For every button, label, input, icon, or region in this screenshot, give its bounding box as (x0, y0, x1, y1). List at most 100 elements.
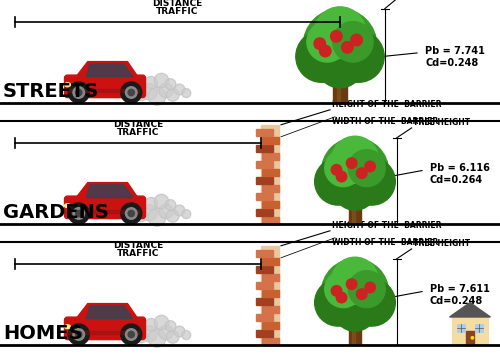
Bar (256, 176, 264, 184)
Bar (68, 331, 139, 334)
Circle shape (348, 279, 396, 326)
Polygon shape (75, 303, 139, 320)
Text: HEIGHT OF THE  BARRIER: HEIGHT OF THE BARRIER (332, 221, 442, 230)
Circle shape (73, 208, 85, 219)
Circle shape (365, 282, 376, 293)
Text: STREETS: STREETS (3, 82, 99, 101)
Text: DISTANCE
TRAFFIC: DISTANCE TRAFFIC (113, 120, 163, 137)
Bar (256, 192, 264, 200)
Circle shape (316, 40, 364, 88)
Bar (265, 192, 273, 200)
Circle shape (154, 194, 168, 209)
Circle shape (182, 89, 191, 98)
Circle shape (165, 200, 176, 211)
Bar (336, 69, 340, 103)
Text: WIDTH OF THE  BARRIER: WIDTH OF THE BARRIER (332, 238, 438, 247)
Circle shape (332, 286, 342, 296)
Bar (270, 200, 278, 208)
Circle shape (346, 279, 357, 289)
Bar (256, 330, 264, 337)
Circle shape (148, 87, 166, 105)
Bar (261, 246, 279, 345)
Circle shape (314, 38, 326, 49)
Circle shape (142, 326, 158, 342)
Circle shape (348, 158, 396, 205)
Circle shape (128, 89, 134, 95)
Circle shape (307, 21, 348, 62)
Circle shape (332, 31, 384, 82)
Polygon shape (86, 64, 133, 77)
Bar (262, 273, 270, 281)
Circle shape (332, 257, 378, 304)
Circle shape (68, 203, 89, 224)
Text: Pb = 7.611
Cd=0.248: Pb = 7.611 Cd=0.248 (430, 284, 490, 306)
Circle shape (166, 89, 179, 101)
Circle shape (325, 271, 362, 307)
Bar (265, 129, 273, 135)
Bar (270, 168, 278, 175)
Circle shape (356, 168, 367, 179)
Circle shape (325, 150, 362, 187)
Bar (256, 298, 264, 305)
Bar (270, 306, 278, 313)
FancyBboxPatch shape (64, 317, 146, 340)
Circle shape (159, 204, 173, 219)
Circle shape (314, 279, 362, 326)
Bar (262, 257, 270, 265)
Circle shape (322, 138, 388, 205)
Circle shape (296, 31, 348, 82)
Circle shape (145, 318, 158, 331)
Text: Pb = 6.116
Cd=0.264: Pb = 6.116 Cd=0.264 (430, 163, 490, 185)
Bar (270, 152, 278, 159)
Bar (256, 265, 264, 273)
Circle shape (348, 271, 385, 307)
Bar (270, 338, 278, 344)
Circle shape (356, 289, 367, 299)
Bar (270, 136, 278, 143)
Bar (265, 160, 273, 167)
Circle shape (68, 82, 89, 103)
Bar (262, 322, 270, 329)
Circle shape (365, 161, 376, 172)
Polygon shape (450, 303, 490, 317)
Circle shape (332, 21, 373, 62)
Text: HOMES: HOMES (3, 324, 82, 343)
Circle shape (159, 83, 173, 98)
Circle shape (121, 82, 142, 103)
Bar (333, 69, 347, 103)
Ellipse shape (64, 83, 70, 86)
Text: Pb = 7.741
Cd=0.248: Pb = 7.741 Cd=0.248 (425, 46, 485, 68)
Bar (261, 125, 279, 224)
Bar (265, 144, 273, 151)
Circle shape (333, 167, 377, 210)
Circle shape (166, 331, 179, 343)
Circle shape (159, 325, 173, 340)
Text: HEIGHT OF THE  BARRIER: HEIGHT OF THE BARRIER (332, 100, 442, 109)
Bar (352, 192, 355, 224)
Bar (270, 184, 278, 192)
Polygon shape (75, 183, 139, 199)
Circle shape (76, 89, 82, 95)
Circle shape (332, 164, 342, 175)
Circle shape (68, 324, 89, 345)
Bar (262, 290, 270, 297)
Circle shape (148, 208, 166, 226)
Circle shape (174, 205, 185, 216)
Circle shape (346, 158, 357, 168)
Circle shape (320, 45, 331, 57)
Circle shape (336, 171, 347, 182)
Circle shape (348, 150, 385, 187)
Bar (256, 129, 264, 135)
Bar (262, 184, 270, 192)
Circle shape (134, 329, 148, 343)
Bar (256, 281, 264, 289)
Bar (265, 208, 273, 216)
Circle shape (165, 79, 176, 90)
Bar (265, 298, 273, 305)
Circle shape (333, 287, 377, 331)
Bar (265, 314, 273, 321)
Bar (265, 249, 273, 257)
Circle shape (73, 329, 85, 340)
Circle shape (165, 321, 176, 331)
Circle shape (134, 208, 148, 222)
